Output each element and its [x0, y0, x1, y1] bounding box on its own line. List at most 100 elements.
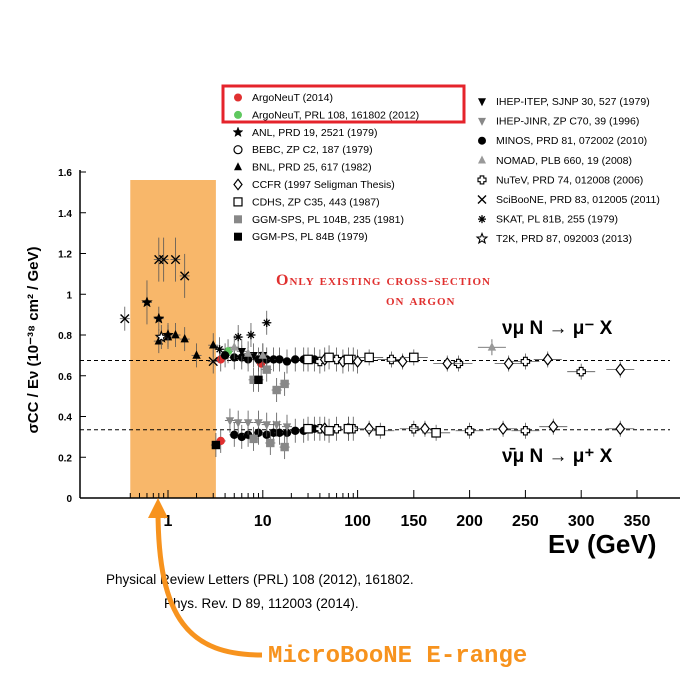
legend-label: ArgoNeuT, PRL 108, 161802 (2012)	[252, 109, 419, 121]
data-point	[615, 363, 626, 377]
data-point	[120, 314, 130, 324]
y-tick-label: 0.4	[58, 413, 72, 424]
x-tick-label: 300	[568, 513, 595, 530]
y-tick-label: 0	[66, 494, 72, 505]
data-point	[192, 350, 201, 359]
data-point	[154, 330, 168, 343]
y-tick-label: 0.6	[58, 372, 72, 383]
data-point	[272, 385, 281, 395]
data-point	[291, 355, 300, 364]
legend-marker	[234, 110, 242, 119]
data-point	[266, 438, 275, 448]
data-point	[262, 421, 271, 430]
x-axis-label: Eν (GeV)	[548, 529, 656, 559]
data-point	[258, 350, 267, 359]
data-point	[487, 342, 497, 351]
series-7	[210, 367, 264, 458]
data-point	[141, 296, 153, 308]
data-point	[282, 357, 292, 366]
data-point	[162, 328, 174, 340]
citation-prd: Phys. Rev. D 89, 112003 (2014).	[164, 596, 359, 611]
legend-label: NuTeV, PRD 74, 012008 (2006)	[496, 174, 643, 186]
y-tick-label: 1.4	[58, 209, 72, 220]
neutrino-process-label: νμ N → μ⁻ X	[502, 318, 613, 339]
data-point	[464, 426, 475, 436]
series-6	[248, 357, 290, 460]
legend-label: NOMAD, PLB 660, 19 (2008)	[496, 155, 632, 167]
legend-marker	[475, 231, 489, 245]
x-tick-label: 10	[254, 513, 272, 530]
data-point	[246, 330, 256, 340]
data-point	[520, 426, 531, 436]
data-point	[280, 442, 289, 452]
data-point	[230, 342, 239, 351]
data-point	[269, 428, 278, 437]
series-3	[314, 347, 596, 441]
argoneut-highlight-box	[221, 84, 466, 124]
data-point	[262, 318, 271, 327]
legend-marker	[233, 197, 243, 207]
legend-marker	[478, 215, 486, 224]
legend-label: SKAT, PL 81B, 255 (1979)	[496, 214, 618, 226]
legend-label: ArgoNeuT (2014)	[252, 92, 333, 104]
y-tick-label: 0.2	[58, 453, 72, 464]
x-tick-label: 350	[624, 513, 651, 530]
y-axis-label: σCC / Eν (10⁻³⁸ cm² / GeV)	[25, 247, 42, 434]
annotation-line-1: Only existing cross-section	[276, 272, 491, 289]
legend-marker	[477, 195, 487, 204]
data-point	[243, 419, 253, 428]
series-10	[229, 335, 506, 368]
data-point	[291, 426, 300, 435]
x-tick-label: 250	[512, 513, 539, 530]
y-tick-label: 1.6	[58, 168, 72, 179]
data-point	[397, 355, 408, 368]
data-point	[303, 354, 313, 365]
data-point	[152, 312, 165, 324]
data-point	[233, 419, 243, 428]
y-tick-label: 1.2	[58, 250, 72, 261]
legend-label: IHEP-JINR, ZP C70, 39 (1996)	[496, 116, 639, 128]
data-point	[431, 428, 441, 438]
data-point	[548, 420, 559, 434]
legend-marker	[477, 175, 487, 185]
data-point	[243, 348, 253, 357]
x-tick-label: 200	[456, 513, 483, 530]
data-point	[254, 375, 263, 385]
data-point	[249, 352, 258, 361]
data-point	[364, 352, 374, 363]
legend-label: SciBooNE, PRD 83, 012005 (2011)	[496, 194, 660, 206]
legend-marker	[478, 136, 486, 145]
antineutrino-process-label: ν̄μ N → μ⁺ X	[502, 446, 613, 467]
data-point	[409, 352, 419, 363]
data-point	[352, 355, 363, 368]
data-point	[343, 354, 354, 365]
data-point	[237, 347, 246, 357]
data-point	[303, 423, 313, 434]
series-14	[119, 237, 219, 374]
microboone-arrow	[155, 509, 263, 658]
legend-marker	[478, 117, 486, 126]
x-tick-label: 150	[400, 513, 427, 530]
data-point	[220, 351, 230, 360]
legend-marker	[234, 93, 242, 102]
data-point	[343, 423, 354, 434]
data-point	[179, 271, 190, 281]
annotation-line-2: on argon	[386, 292, 455, 309]
data-point	[262, 365, 271, 374]
data-point	[364, 422, 375, 436]
legend-marker	[234, 215, 242, 224]
citation-prl: Physical Review Letters (PRL) 108 (2012)…	[106, 572, 414, 587]
legend-marker	[233, 145, 243, 155]
data-point	[225, 417, 235, 426]
x-tick-label: 100	[344, 513, 371, 530]
data-point	[503, 357, 514, 370]
legend-label: GGM-PS, PL 84B (1979)	[252, 231, 368, 243]
data-point	[324, 425, 334, 436]
data-point	[420, 422, 430, 436]
data-point	[254, 419, 263, 428]
data-point	[442, 357, 453, 370]
data-point	[230, 430, 239, 440]
data-point	[158, 254, 169, 265]
data-point	[215, 345, 224, 354]
